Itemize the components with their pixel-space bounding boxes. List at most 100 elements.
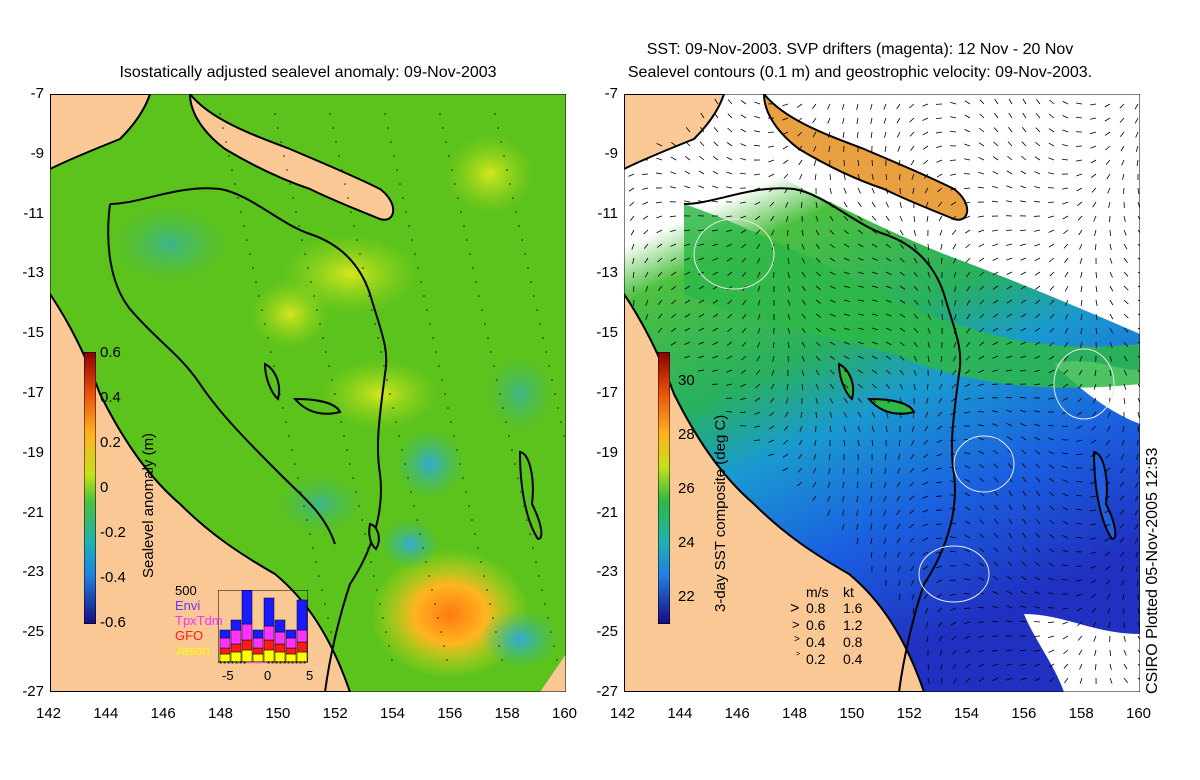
velocity-arrow [1076, 173, 1083, 177]
velocity-arrow [828, 453, 831, 460]
velocity-arrow [1078, 369, 1083, 376]
velocity-arrow [871, 355, 878, 360]
velocity-arrow [815, 285, 821, 290]
velocity-arrow [815, 229, 820, 236]
velocity-arrow [1120, 565, 1125, 572]
velocity-arrow [1022, 476, 1027, 483]
track-dot [438, 365, 440, 367]
velocity-arrow [923, 439, 929, 445]
velocity-arrow [741, 341, 747, 347]
velocity-arrow [670, 186, 677, 189]
velocity-arrow [950, 550, 957, 553]
track-dot [542, 337, 544, 339]
velocity-arrow [726, 355, 733, 360]
x-tick-label: 154 [954, 705, 980, 722]
track-dot [469, 253, 471, 255]
velocity-arrow [938, 635, 943, 642]
velocity-arrow [698, 243, 705, 246]
velocity-arrow [909, 509, 915, 515]
velocity-arrow [856, 509, 859, 516]
velocity-arrow [964, 215, 971, 219]
track-dot [416, 519, 418, 521]
track-dot [515, 211, 517, 213]
velocity-arrow [1034, 156, 1041, 161]
velocity-arrow [909, 131, 915, 137]
track-dot [291, 449, 293, 451]
velocity-arrow [1020, 257, 1027, 261]
velocity-arrow [1137, 341, 1140, 344]
track-dot [489, 603, 491, 605]
velocity-arrow [1122, 173, 1125, 180]
velocity-arrow [787, 271, 790, 278]
velocity-arrow [963, 607, 971, 610]
velocity-arrow [953, 257, 957, 264]
velocity-arrow [910, 453, 915, 460]
velocity-arrow [684, 271, 691, 276]
track-dot [493, 365, 495, 367]
x-tick-label: 152 [322, 705, 348, 722]
velocity-arrow [843, 341, 850, 345]
velocity-arrow [698, 170, 705, 175]
velocity-arrow [926, 383, 929, 391]
velocity-arrow [812, 131, 817, 138]
velocity-arrow [1007, 463, 1013, 469]
inset-tick-mark: * [227, 660, 230, 668]
velocity-arrow [1137, 285, 1140, 288]
velocity-arrow [632, 271, 635, 278]
satellite-label: Envi [175, 598, 201, 613]
velocity-arrow [926, 635, 929, 642]
track-dot [355, 491, 357, 493]
velocity-arrow [885, 257, 892, 262]
track-dot [453, 435, 455, 437]
velocity-arrow [1021, 575, 1027, 581]
velocity-arrow [936, 425, 943, 430]
velocity-arrow [684, 341, 691, 345]
velocity-arrow [1006, 327, 1013, 332]
velocity-arrow [979, 285, 985, 291]
inset-x-tick: -5 [222, 668, 234, 683]
velocity-arrow [1109, 313, 1114, 320]
track-dot [442, 127, 444, 129]
y-tick-label: -21 [22, 503, 44, 521]
track-dot [298, 225, 300, 227]
velocity-arrow [1107, 187, 1111, 194]
velocity-arrow [899, 369, 904, 376]
velocity-arrow [772, 341, 775, 349]
velocity-arrow [1123, 285, 1129, 291]
velocity-arrow [950, 173, 957, 176]
velocity-arrow [857, 341, 864, 345]
velocity-arrow [700, 126, 705, 133]
track-dot [387, 127, 389, 129]
velocity-arrow [1033, 201, 1041, 203]
track-dot [402, 197, 404, 199]
velocity-arrow [1137, 663, 1140, 667]
track-dot [313, 295, 315, 297]
velocity-arrow [978, 591, 985, 595]
velocity-arrow [843, 397, 848, 404]
velocity-arrow [1122, 593, 1125, 600]
track-dot [255, 281, 257, 283]
velocity-arrow [1022, 98, 1027, 105]
velocity-arrow [964, 451, 971, 455]
velocity-arrow [992, 410, 999, 413]
inset-bar-segment [252, 637, 264, 649]
velocity-arrow [841, 509, 845, 516]
velocity-arrow [727, 299, 733, 305]
warm-water-band [684, 204, 1140, 388]
track-dot [219, 113, 221, 115]
velocity-arrow [698, 313, 705, 318]
track-dot [500, 141, 502, 143]
altimeter-track-dots [219, 113, 565, 661]
velocity-arrow [669, 215, 677, 218]
velocity-arrow [936, 159, 943, 163]
velocity-arrow [1123, 607, 1125, 615]
inset-tick-mark: * [279, 660, 282, 668]
velocity-arrow [994, 490, 999, 497]
velocity-arrow [856, 523, 859, 530]
velocity-arrow [965, 677, 971, 683]
velocity-arrow [1119, 495, 1125, 501]
velocity-arrow [925, 411, 929, 418]
velocity-arrow [787, 285, 791, 292]
velocity-arrow [670, 156, 677, 161]
velocity-arrow [1008, 518, 1013, 525]
